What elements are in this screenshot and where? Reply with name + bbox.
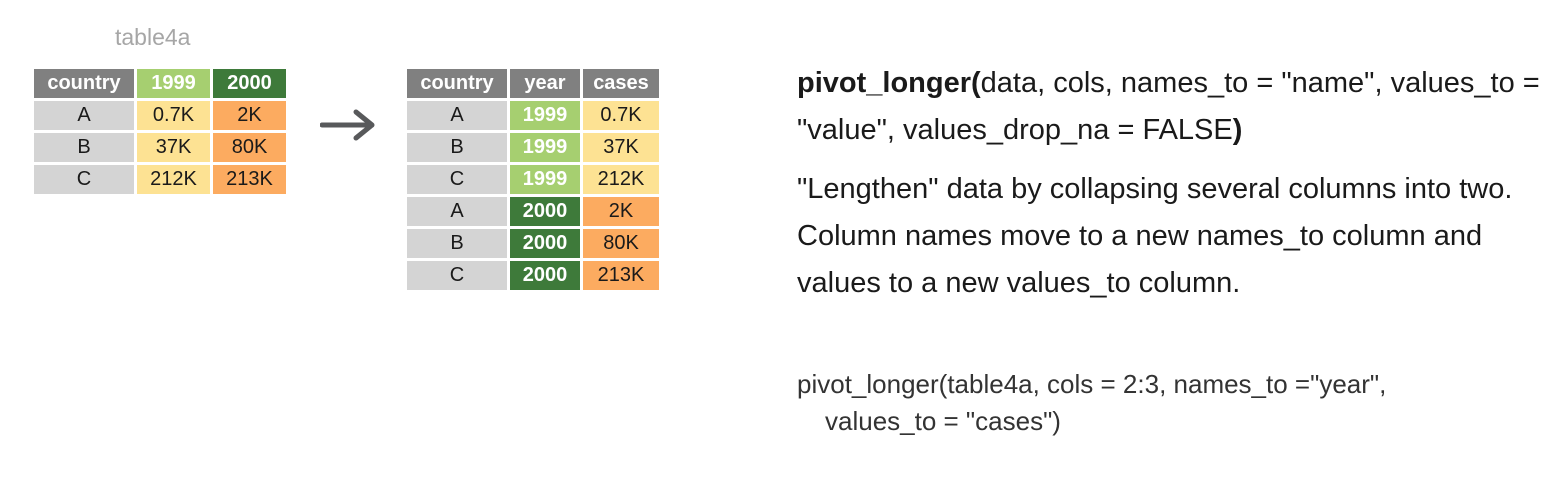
- table-row: A 0.7K 2K: [34, 101, 286, 130]
- long-cell-country: B: [407, 229, 507, 258]
- long-cell-country: C: [407, 261, 507, 290]
- wide-cell-2000: 80K: [213, 133, 286, 162]
- long-cell-cases: 37K: [583, 133, 659, 162]
- table-row: A 2000 2K: [407, 197, 659, 226]
- wide-cell-country: B: [34, 133, 134, 162]
- long-table-header-row: country year cases: [407, 69, 659, 98]
- wide-cell-1999: 37K: [137, 133, 210, 162]
- table-row: C 1999 212K: [407, 165, 659, 194]
- function-close-paren: ): [1232, 114, 1243, 146]
- table-row: C 212K 213K: [34, 165, 286, 194]
- long-cell-country: A: [407, 197, 507, 226]
- wide-cell-country: A: [34, 101, 134, 130]
- function-args: data, cols, names_to = "name", values_to…: [797, 67, 1540, 146]
- wide-cell-country: C: [34, 165, 134, 194]
- long-table: country year cases A 1999 0.7K B 1999 37…: [404, 66, 662, 293]
- long-cell-year: 1999: [510, 101, 580, 130]
- wide-table: country 1999 2000 A 0.7K 2K B 37K 80K C …: [31, 66, 289, 197]
- long-cell-cases: 2K: [583, 197, 659, 226]
- table-row: B 2000 80K: [407, 229, 659, 258]
- long-cell-country: B: [407, 133, 507, 162]
- wide-header-2000: 2000: [213, 69, 286, 98]
- right-arrow-icon: [320, 109, 375, 141]
- long-cell-year: 2000: [510, 229, 580, 258]
- function-name: pivot_longer(: [797, 67, 981, 99]
- long-header-country: country: [407, 69, 507, 98]
- code-example-line-2: values_to = "cases"): [825, 406, 1061, 436]
- table-caption: table4a: [115, 24, 191, 50]
- long-cell-cases: 212K: [583, 165, 659, 194]
- code-example: pivot_longer(table4a, cols = 2:3, names_…: [797, 366, 1557, 440]
- function-signature: pivot_longer(data, cols, names_to = "nam…: [797, 60, 1557, 154]
- long-cell-cases: 213K: [583, 261, 659, 290]
- long-cell-year: 2000: [510, 197, 580, 226]
- wide-table-header-row: country 1999 2000: [34, 69, 286, 98]
- wide-cell-1999: 212K: [137, 165, 210, 194]
- long-header-cases: cases: [583, 69, 659, 98]
- long-cell-cases: 0.7K: [583, 101, 659, 130]
- wide-header-country: country: [34, 69, 134, 98]
- code-example-line-1: pivot_longer(table4a, cols = 2:3, names_…: [797, 369, 1387, 399]
- table-row: C 2000 213K: [407, 261, 659, 290]
- table-row: B 1999 37K: [407, 133, 659, 162]
- wide-cell-1999: 0.7K: [137, 101, 210, 130]
- table-row: B 37K 80K: [34, 133, 286, 162]
- table-row: A 1999 0.7K: [407, 101, 659, 130]
- long-cell-year: 2000: [510, 261, 580, 290]
- long-cell-country: C: [407, 165, 507, 194]
- wide-cell-2000: 2K: [213, 101, 286, 130]
- long-cell-year: 1999: [510, 165, 580, 194]
- function-description: "Lengthen" data by collapsing several co…: [797, 173, 1513, 299]
- long-cell-cases: 80K: [583, 229, 659, 258]
- wide-header-1999: 1999: [137, 69, 210, 98]
- long-cell-country: A: [407, 101, 507, 130]
- long-cell-year: 1999: [510, 133, 580, 162]
- wide-cell-2000: 213K: [213, 165, 286, 194]
- long-header-year: year: [510, 69, 580, 98]
